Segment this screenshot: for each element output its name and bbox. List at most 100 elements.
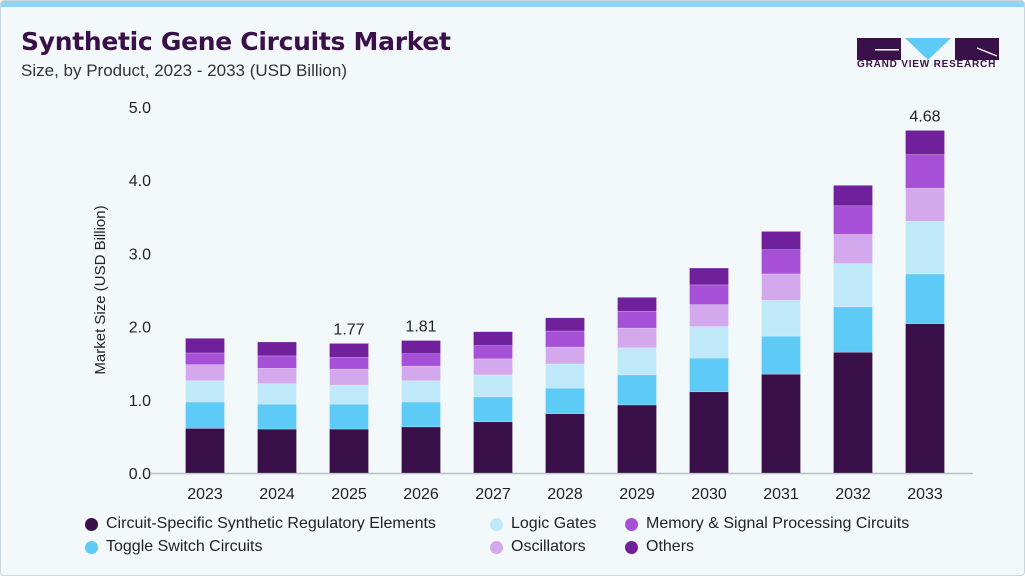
bar-segment [185,352,225,365]
x-tick-label: 2033 [907,486,943,503]
x-tick-label: 2024 [259,486,295,503]
data-label: 1.81 [405,319,436,336]
x-tick-label: 2028 [547,486,583,503]
x-tick-label: 2023 [187,486,223,503]
bar-segment [617,310,657,329]
legend-item: Others [625,538,694,556]
bar-segment [185,428,225,474]
chart-subtitle: Size, by Product, 2023 - 2033 (USD Billi… [21,61,347,80]
x-tick-label: 2025 [331,486,367,503]
bar-segment [401,426,441,474]
bar-segment [905,220,945,275]
legend-swatch-icon [490,540,503,554]
bar-segment [617,297,657,312]
bar-segment [473,374,513,398]
bar-segment [401,340,441,354]
bar-segment [473,358,513,376]
legend-swatch-icon [85,540,98,554]
legend-swatch-icon [490,517,503,531]
bar-segment [761,299,801,337]
y-tick-label: 5.0 [129,100,151,117]
bar-segment [401,380,441,403]
bar-segment [545,413,585,474]
bar-segment [833,306,873,353]
bar-segment [761,231,801,251]
bar-segment [905,154,945,189]
legend-item: Circuit-Specific Synthetic Regulatory El… [85,515,436,533]
bar-segment [761,249,801,275]
bar-segment [401,353,441,367]
bar-segment [473,331,513,346]
legend-label: Logic Gates [511,515,597,532]
bar-segment [689,267,729,286]
bar-segment [545,317,585,332]
x-tick-label: 2030 [691,486,727,503]
legend-label: Memory & Signal Processing Circuits [646,515,910,532]
bar-segment [185,401,225,429]
legend-label: Others [646,538,695,555]
bar-segment [761,373,801,474]
y-tick-label: 2.0 [129,320,151,337]
bar-segment [689,391,729,474]
bar-segment [761,273,801,301]
bar-segment [401,365,441,382]
grand-view-research-logo [857,38,999,60]
x-tick-label: 2032 [835,486,871,503]
chart-title: Synthetic Gene Circuits Market [21,27,451,56]
bar-segment [761,335,801,375]
bar-segment [545,346,585,365]
y-tick-label: 0.0 [129,466,151,483]
x-tick-label: 2026 [403,486,439,503]
legend-label: Circuit-Specific Synthetic Regulatory El… [106,515,436,532]
top-accent-bar [1,1,1024,7]
y-tick-label: 1.0 [129,393,151,410]
legend-item: Memory & Signal Processing Circuits [625,515,909,533]
data-label: 4.68 [909,108,940,125]
bar-segment [689,326,729,359]
legend-swatch-icon [625,540,638,554]
y-axis-label: Market Size (USD Billion) [92,205,109,374]
y-tick-label: 3.0 [129,246,151,263]
bar-segment [617,347,657,376]
bar-segment [473,345,513,360]
x-tick-label: 2029 [619,486,655,503]
bar-segment [617,327,657,349]
bar-segment [905,273,945,324]
bar-segment [257,341,297,357]
bar-segment [689,284,729,305]
bar-segment [905,187,945,222]
legend-label: Oscillators [511,538,586,555]
x-tick-label: 2027 [475,486,511,503]
bar-segment [257,383,297,405]
y-tick-label: 4.0 [129,173,151,190]
bar-segment [329,357,369,370]
bar-segment [401,401,441,428]
bar-segment [329,368,369,386]
bar-segment [617,404,657,474]
bar-segment [833,205,873,235]
bar-segment [833,351,873,474]
legend-swatch-icon [85,517,98,531]
bar-segment [257,355,297,369]
legend-item: Oscillators [490,538,586,556]
logo-text: GRAND VIEW RESEARCH [857,59,997,70]
bar-segment [185,364,225,382]
bar-segment [329,403,369,430]
bar-segment [257,403,297,430]
bar-segment [185,380,225,403]
bar-segment [545,363,585,389]
bar-segment [833,185,873,207]
bar-segment [545,387,585,415]
bar-segment [545,330,585,348]
bar-segment [905,323,945,474]
bar-segment [473,421,513,474]
bar-segment [689,304,729,327]
bar-segment [833,234,873,264]
bar-segment [473,396,513,423]
legend-swatch-icon [625,517,638,531]
bar-segment [329,384,369,405]
legend-item: Logic Gates [490,515,596,533]
bar-segment [185,338,225,354]
